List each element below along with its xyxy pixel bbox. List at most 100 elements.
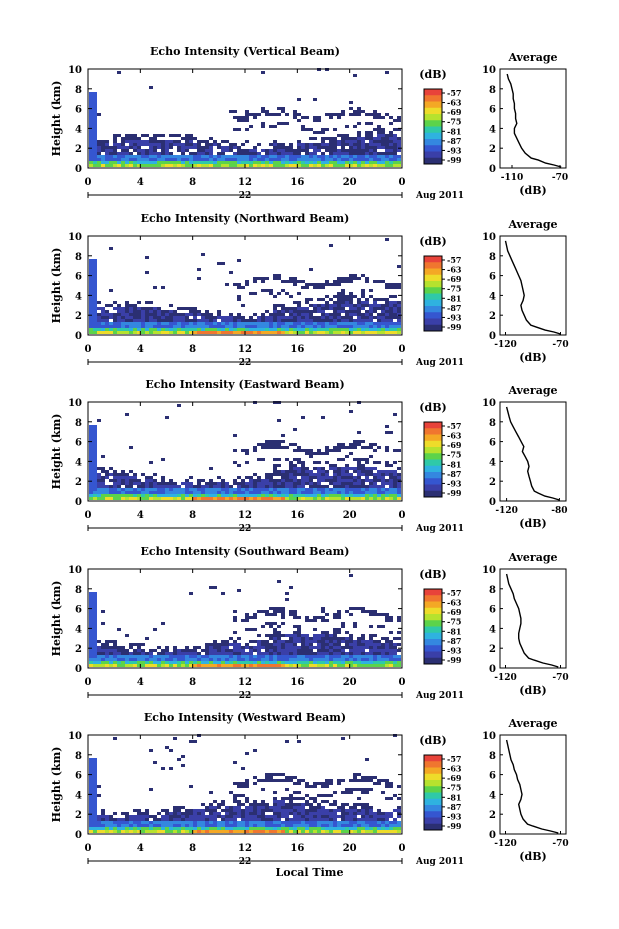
chart-title: Echo Intensity (Westward Beam) [144,711,346,724]
colorbar-tick-label: -81 [447,626,461,636]
y-tick-label: 8 [75,585,82,596]
x-tick-label: 20 [343,677,357,688]
y-tick-label: 2 [75,810,82,821]
y-tick-label: 4 [75,624,82,635]
colorbar-tick-label: -57 [447,421,461,431]
colorbar-segment [424,440,442,448]
colorbar-tick-label: -63 [447,98,462,108]
colorbar-tick-label: -99 [447,821,462,831]
colorbar-frame [423,588,443,665]
x-tick-label: 12 [238,344,252,355]
colorbar-segment [424,798,442,806]
colorbar-tick-label: -57 [447,754,461,764]
x-tick-label: 12 [238,677,252,688]
colorbar-segment [424,817,442,825]
x-tick-label: 8 [189,843,196,854]
profile-x-tick-label: -120 [494,340,517,350]
chart-title: Echo Intensity (Vertical Beam) [150,45,340,58]
profile-xlabel: (dB) [519,351,546,364]
profile-frame [499,235,567,336]
profile-y-tick-label: 6 [489,771,496,782]
profile-line [506,73,562,168]
profile-y-tick-label: 8 [489,751,496,762]
y-tick-label: 6 [75,272,82,283]
colorbar-segment [424,472,442,479]
colorbar-frame [423,255,443,332]
chart-panel-4: Echo Intensity (Westward Beam) 0 2 4 6 8 10 Hei… [50,711,569,867]
y-tick-label: 10 [68,565,82,576]
y-tick-label: 4 [75,457,82,468]
profile-x-tick-label: -120 [494,673,517,683]
y-axis-label: Height (km) [50,81,63,157]
chart-title: Echo Intensity (Northward Beam) [141,212,350,225]
x-tick-label: 8 [189,677,196,688]
colorbar-tick-label: -75 [447,450,461,460]
colorbar-tick-label: -81 [447,792,461,802]
profile-title: Average [507,51,557,64]
profile-line [505,573,559,668]
profile-title: Average [507,551,557,564]
profile-title: Average [507,384,557,397]
x-tick-label: 4 [137,843,144,854]
colorbar-segment [424,312,442,319]
profile-y-tick-label: 0 [489,164,496,175]
colorbar-segment [424,607,442,615]
y-tick-label: 8 [75,252,82,263]
colorbar-segment [424,281,442,288]
profile-y-tick-label: 0 [489,664,496,675]
colorbar-tick-label: -57 [447,88,461,98]
colorbar-tick-label: -93 [447,312,462,322]
colorbar-segment [424,262,442,269]
day-label: 22 [239,524,252,534]
y-tick-label: 0 [75,331,82,342]
y-tick-label: 8 [75,751,82,762]
colorbar-segment [424,139,442,146]
profile-xlabel: (dB) [519,184,546,197]
x-tick-label: 8 [189,177,196,188]
x-tick-label: 12 [238,510,252,521]
colorbar-segment [424,318,442,326]
heatmap-field [89,574,401,667]
x-tick-label: 0 [399,677,406,688]
colorbar-frame [423,421,443,498]
profile-y-tick-label: 0 [489,497,496,508]
colorbar-segment [424,428,442,435]
heatmap-field [89,68,401,167]
profile-xlabel: (dB) [519,684,546,697]
x-tick-label: 4 [137,510,144,521]
profile-line [505,406,560,501]
colorbar-segment [424,755,442,762]
x-tick-label: 16 [290,344,304,355]
date-label: Aug 2011 [415,857,464,867]
x-tick-label: 0 [85,177,92,188]
colorbar-segment [424,126,442,134]
colorbar-segment [424,823,442,831]
x-tick-label: 0 [85,510,92,521]
colorbar-segment [424,256,442,263]
y-tick-label: 6 [75,105,82,116]
colorbar-tick-label: -99 [447,488,462,498]
colorbar-segment [424,145,442,152]
y-tick-label: 6 [75,605,82,616]
date-label: Aug 2011 [415,191,464,201]
colorbar-tick-label: -63 [447,598,462,608]
y-tick-label: 4 [75,124,82,135]
colorbar-segment [424,805,442,812]
date-label: Aug 2011 [415,524,464,534]
day-label: 22 [239,191,252,201]
colorbar-segment [424,614,442,621]
colorbar-unit: (dB) [419,401,446,414]
colorbar-tick-label: -75 [447,117,461,127]
y-tick-label: 0 [75,497,82,508]
profile-y-tick-label: 8 [489,85,496,96]
colorbar-tick-label: -63 [447,431,462,441]
day-label: 22 [239,857,252,867]
colorbar-segment [424,786,442,793]
colorbar-unit: (dB) [419,68,446,81]
profile-frame [499,568,567,669]
y-axis-label: Height (km) [50,747,63,823]
colorbar-tick-label: -63 [447,764,462,774]
colorbar-segment [424,792,442,800]
colorbar-segment [424,632,442,640]
